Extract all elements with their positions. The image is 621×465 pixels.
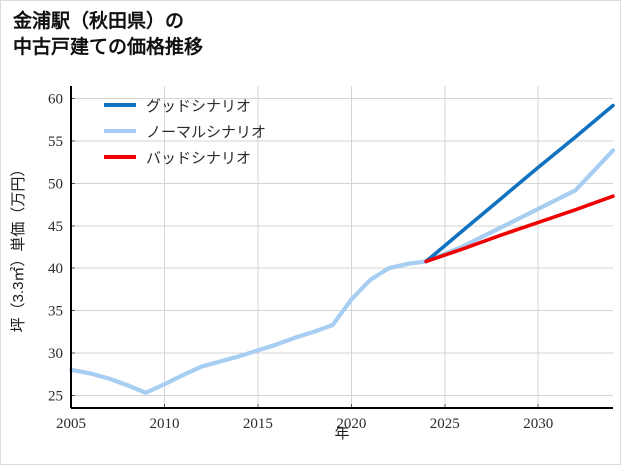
y-tick-label: 60 — [48, 92, 63, 108]
page-title: 金浦駅（秋田県）の 中古戸建ての価格推移 — [13, 11, 204, 58]
y-tick-label: 50 — [48, 176, 63, 192]
y-tick-label: 40 — [48, 261, 63, 277]
legend-label: バッドシナリオ — [146, 151, 251, 167]
x-tick-label: 2030 — [523, 416, 553, 432]
y-tick-label: 35 — [48, 304, 63, 320]
x-tick-label: 2020 — [336, 416, 366, 432]
axis-group — [70, 86, 613, 409]
legend-label: ノーマルシナリオ — [146, 125, 266, 141]
legend-label: グッドシナリオ — [146, 98, 251, 115]
series-group — [68, 103, 616, 395]
x-axis-title: 年 — [334, 425, 349, 442]
series-line-good — [424, 103, 615, 264]
y-tick-label: 45 — [48, 219, 63, 235]
y-tick-label: 55 — [48, 134, 63, 150]
x-tick-label: 2015 — [243, 416, 273, 432]
x-tick-label: 2005 — [56, 416, 86, 432]
series-line-bad — [424, 194, 615, 264]
series-line-normal — [68, 148, 616, 395]
x-tick-label: 2010 — [149, 416, 179, 432]
y-tick-label: 30 — [48, 346, 63, 362]
x-tick-labels-group: 2005 2010 2015 2020 2025 2030 — [56, 416, 553, 432]
x-tick-label: 2025 — [430, 416, 460, 432]
y-tick-labels-group: 25 30 35 40 45 50 55 60 — [48, 92, 63, 405]
y-axis-title: 坪（3.3㎡）単価（万円） — [10, 162, 27, 333]
gridlines-group — [71, 98, 613, 396]
y-tick-label: 25 — [48, 388, 63, 404]
